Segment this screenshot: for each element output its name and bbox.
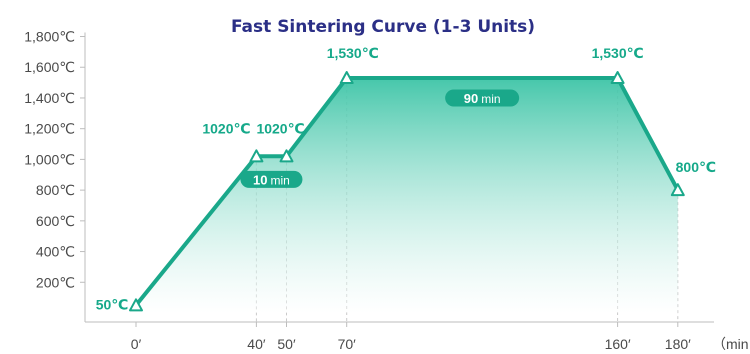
x-tick-label: 160′ xyxy=(605,336,631,352)
duration-value: 10 xyxy=(253,172,267,187)
y-tick-label: 600℃ xyxy=(36,213,75,229)
data-point-marker xyxy=(670,183,685,197)
x-tick-label: 180′ xyxy=(665,336,691,352)
point-value-label: 1,530℃ xyxy=(592,45,644,61)
area-fill xyxy=(136,78,678,313)
chart-title: Fast Sintering Curve (1-3 Units) xyxy=(231,17,535,37)
duration-unit: min xyxy=(271,173,290,187)
x-axis-unit-label: （min xyxy=(712,336,749,352)
y-tick-label: 1,000℃ xyxy=(24,151,75,167)
point-labels: 50℃ 1020℃ 1020℃ 1,530℃ 1,530℃ 800℃ xyxy=(96,45,716,312)
y-tick-label: 400℃ xyxy=(36,244,75,260)
data-point-marker xyxy=(249,149,264,163)
data-point-marker xyxy=(279,149,294,163)
duration-label: 90 min xyxy=(464,91,501,106)
data-point-marker xyxy=(129,298,143,312)
point-value-label: 1,530℃ xyxy=(327,45,379,61)
series-line xyxy=(134,76,680,308)
y-tick-label: 1,600℃ xyxy=(24,59,75,75)
point-value-label: 1020℃ xyxy=(202,120,250,136)
point-value-label: 800℃ xyxy=(676,159,716,175)
point-value-label: 1020℃ xyxy=(256,120,304,136)
x-tick-label: 70′ xyxy=(338,336,357,352)
x-tick-label: 40′ xyxy=(247,336,266,352)
point-value-label: 50℃ xyxy=(96,296,129,312)
duration-pill xyxy=(240,170,303,188)
y-tick-label: 200℃ xyxy=(36,274,75,290)
y-tick-label: 1,200℃ xyxy=(24,121,75,137)
duration-pill xyxy=(445,89,520,107)
data-point-marker xyxy=(339,70,354,84)
data-point-marker xyxy=(610,70,625,84)
x-tick-label: 0′ xyxy=(131,336,142,352)
axes: 200℃ 400℃ 600℃ 800℃ 1,000℃ 1,200℃ 1,400℃ 1,600℃… xyxy=(24,29,714,352)
duration-unit: min xyxy=(481,92,500,106)
y-tick-label: 1,800℃ xyxy=(24,29,75,45)
duration-label: 10 min xyxy=(253,172,290,187)
x-tick-label: 50′ xyxy=(277,336,296,352)
y-tick-label: 1,400℃ xyxy=(24,90,75,106)
duration-value: 90 xyxy=(464,91,478,106)
y-tick-label: 800℃ xyxy=(36,182,75,198)
plot-area xyxy=(129,70,685,313)
